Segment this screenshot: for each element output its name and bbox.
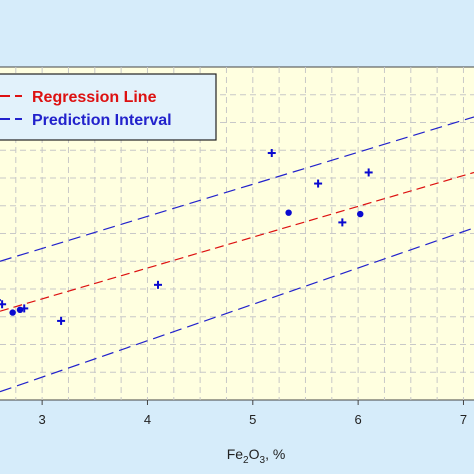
x-axis-title-subscript-2: 3 (260, 455, 266, 466)
data-points (0, 149, 373, 325)
data-point (20, 304, 29, 313)
data-point (314, 179, 323, 188)
legend-box (0, 73, 217, 141)
regression-line (0, 171, 474, 312)
legend-label-prediction: Prediction Interval (32, 112, 172, 129)
x-tick-label: 4 (144, 412, 151, 427)
x-axis-title-subscript-1: 2 (243, 455, 249, 466)
prediction-interval-upper-line (0, 116, 474, 262)
x-tick-label: 7 (460, 412, 467, 427)
x-axis-title-unit: , % (265, 446, 285, 462)
data-point (57, 316, 66, 325)
x-tick-label: 5 (249, 412, 256, 427)
x-axis-title: Fe2O3, % (227, 446, 286, 466)
legend: Regression Line Prediction Interval (0, 73, 217, 141)
data-point (338, 218, 347, 227)
data-point (285, 209, 292, 216)
x-axis-title-main: Fe (227, 446, 244, 462)
legend-label-regression: Regression Line (32, 89, 157, 106)
x-axis-title-mid: O (249, 446, 260, 462)
x-tick-label: 6 (355, 412, 362, 427)
data-point (364, 168, 373, 177)
data-point (0, 300, 7, 309)
grid (0, 67, 474, 400)
series-lines (0, 116, 474, 393)
data-point (154, 280, 162, 289)
data-point (267, 149, 276, 158)
prediction-interval-lower-line (0, 227, 474, 393)
x-tick-label: 3 (39, 412, 46, 427)
data-point (357, 210, 364, 218)
data-point (9, 309, 16, 316)
x-axis-ticks: 3 4 5 6 7 (39, 400, 467, 427)
